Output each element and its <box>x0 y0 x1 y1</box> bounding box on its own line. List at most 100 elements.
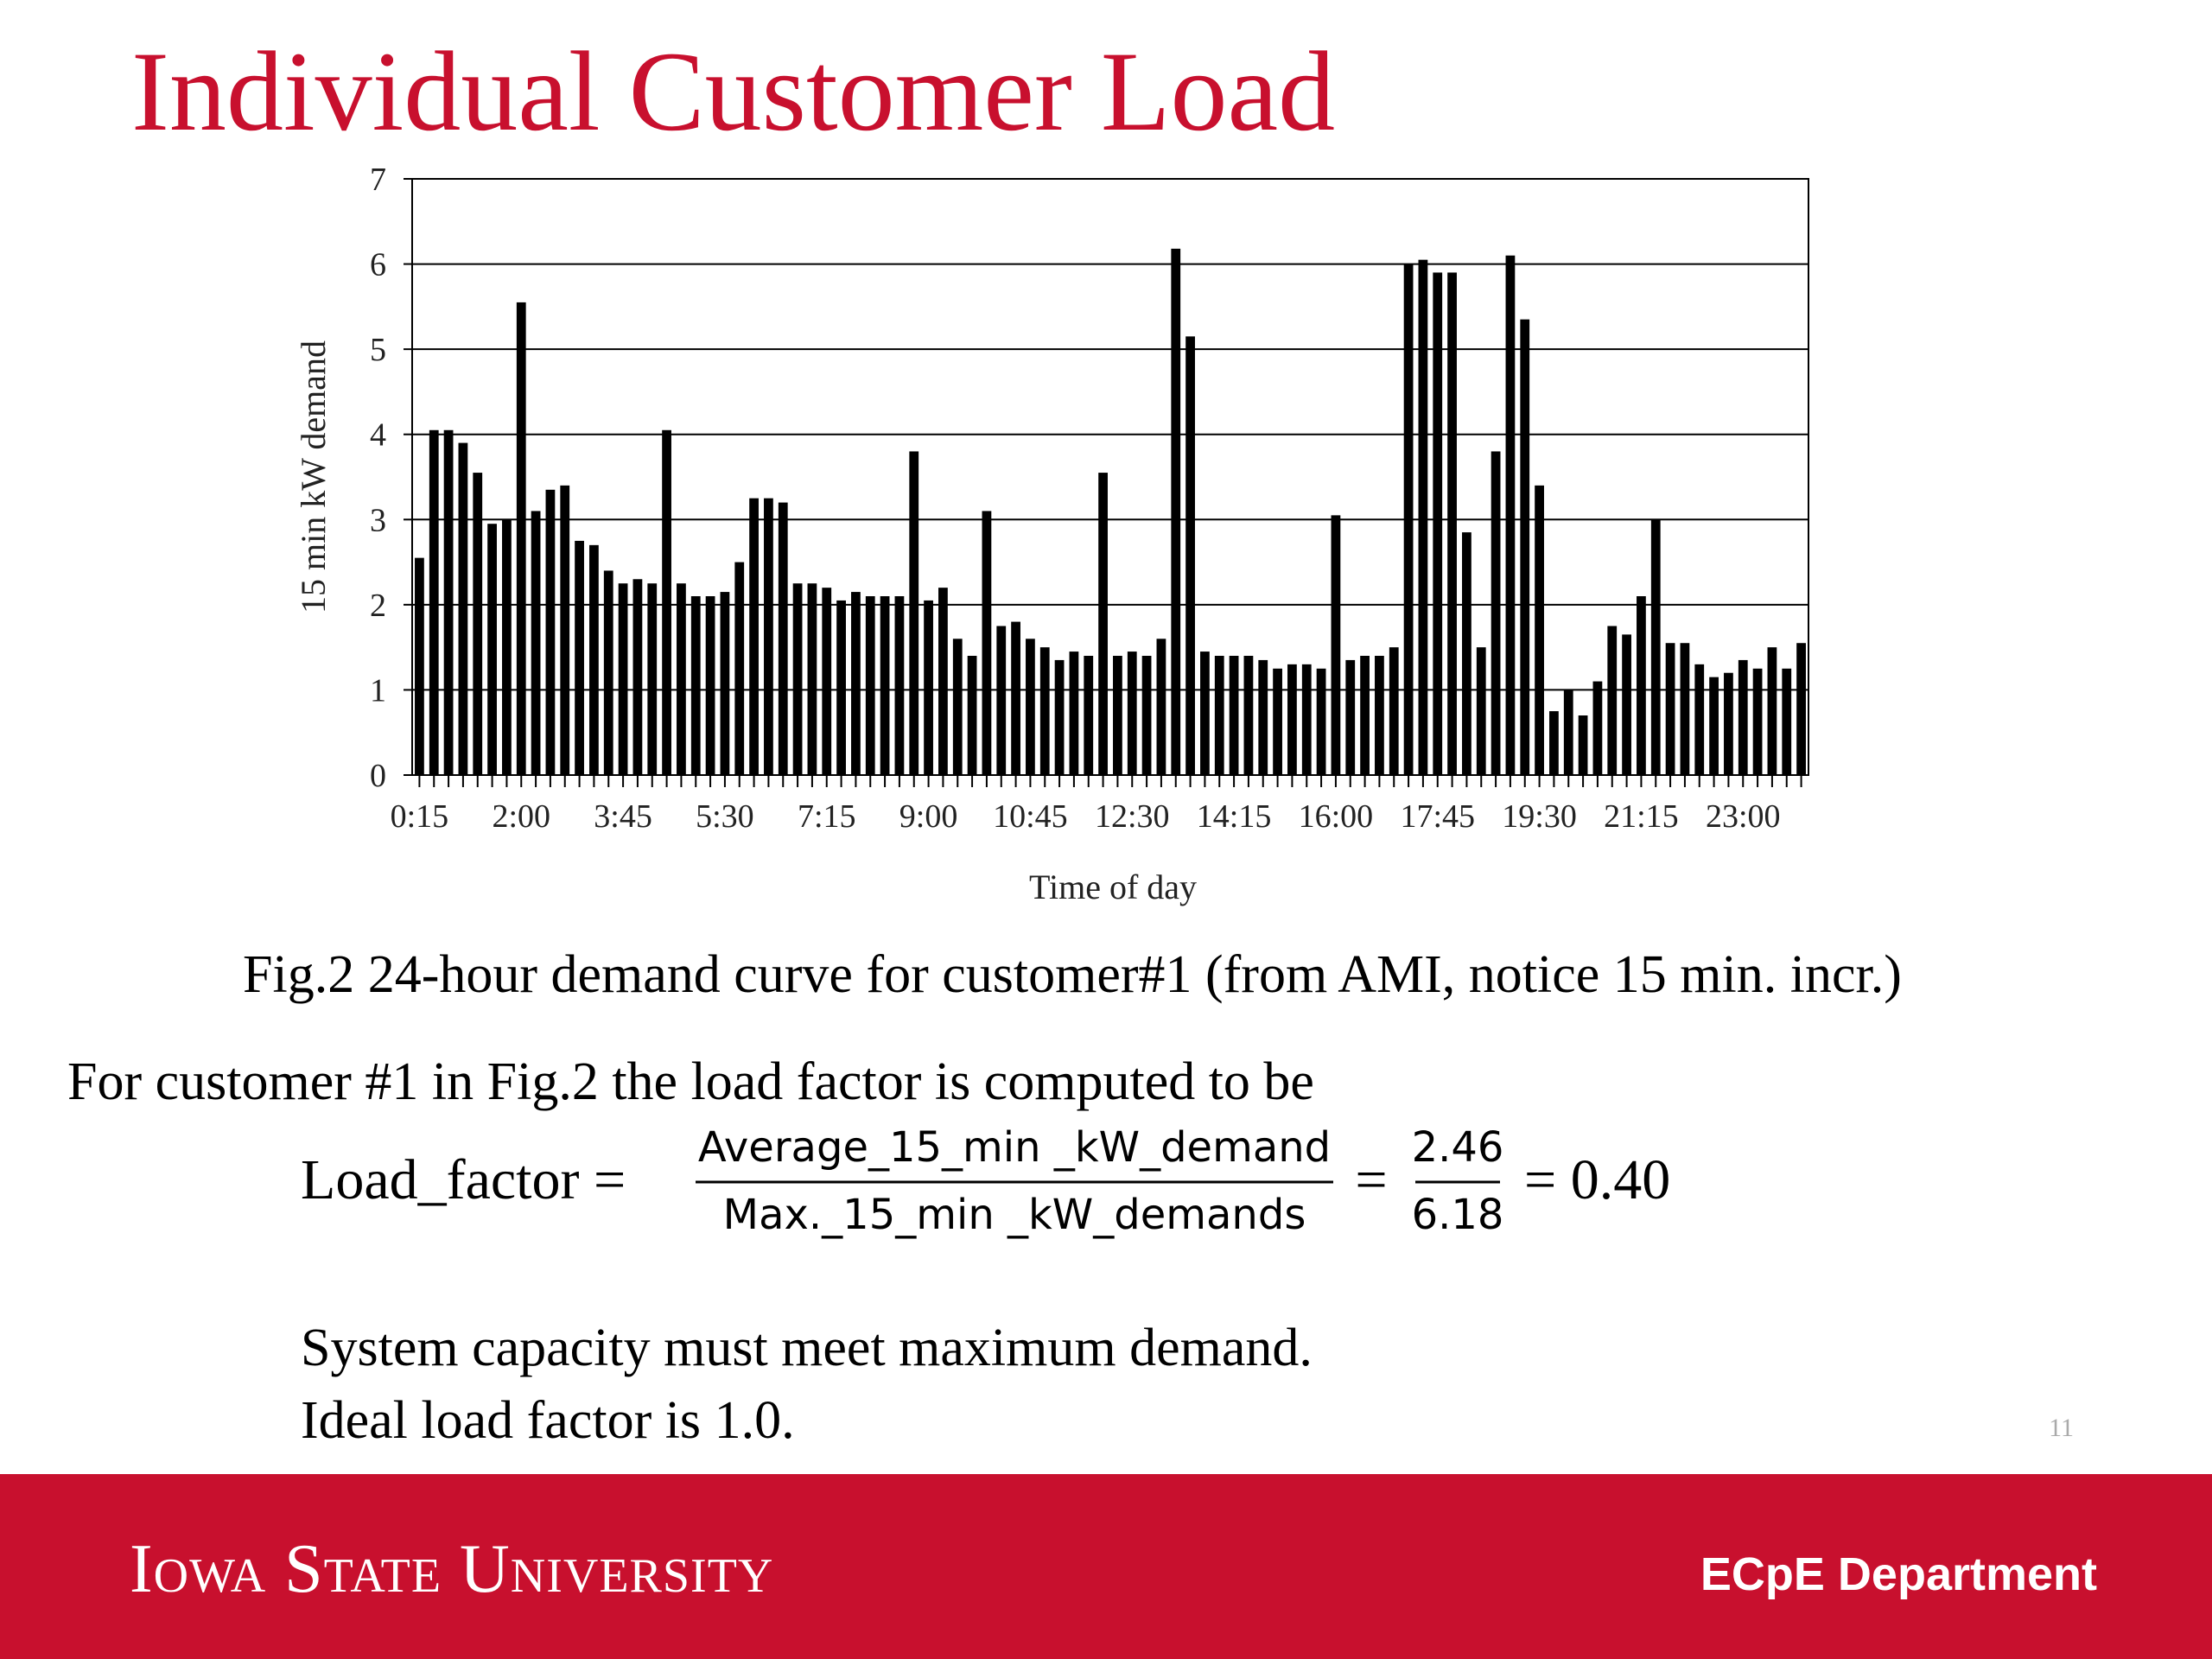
bar <box>1476 647 1486 775</box>
bar <box>1287 664 1297 775</box>
bar <box>575 540 584 775</box>
footer-university: Iowa State University <box>130 1531 773 1607</box>
x-axis-label: Time of day <box>1029 868 1197 906</box>
bar <box>749 498 759 775</box>
bar <box>822 588 832 775</box>
bar <box>1709 677 1719 775</box>
bar <box>1011 621 1020 775</box>
bar <box>1505 255 1516 775</box>
bar <box>1026 639 1035 775</box>
x-tick-label: 5:30 <box>696 798 754 835</box>
bar <box>1491 451 1501 775</box>
bar <box>1127 652 1137 775</box>
bar <box>1345 659 1356 775</box>
bar <box>865 596 875 775</box>
figure-caption: Fig.2 24-hour demand curve for customer#… <box>243 945 1902 1004</box>
plot: 0 1 2 3 4 5 6 7 0:15 2:00 3:45 5:30 7:15 9:00 10:45 12:… <box>370 162 1809 835</box>
bar <box>1069 652 1079 775</box>
bar <box>458 442 468 775</box>
x-tick-label: 14:15 <box>1197 798 1272 835</box>
bar <box>1607 626 1618 775</box>
bar <box>545 489 556 775</box>
equation-result: = 0.40 <box>1524 1148 1670 1211</box>
footer-band <box>0 1474 2212 1659</box>
bar <box>603 570 613 775</box>
x-tick-label: 9:00 <box>899 798 958 835</box>
bar <box>1796 643 1806 775</box>
bar <box>443 429 454 775</box>
bar <box>1185 336 1195 775</box>
y-tick-label: 1 <box>370 672 386 709</box>
bar <box>1418 259 1428 776</box>
bar <box>967 656 977 775</box>
bar <box>1738 659 1748 775</box>
x-tick-label: 0:15 <box>391 798 449 835</box>
equation-numerator: Average_15_min _kW_demand <box>698 1123 1331 1172</box>
x-tick-label: 10:45 <box>993 798 1068 835</box>
page-number: 11 <box>2049 1414 2074 1442</box>
y-tick-label: 3 <box>370 502 386 538</box>
bar <box>632 579 643 775</box>
bar <box>1447 272 1457 775</box>
bar <box>836 600 846 775</box>
bar <box>662 429 671 775</box>
x-tick-label: 17:45 <box>1400 798 1475 835</box>
slide-title: Individual Customer Load <box>131 28 1335 155</box>
bar <box>531 511 541 775</box>
bar <box>1637 596 1646 775</box>
bar <box>880 596 890 775</box>
y-tick-label: 2 <box>370 588 386 624</box>
bar <box>909 451 919 775</box>
bar <box>1200 652 1210 775</box>
bar <box>1273 668 1282 775</box>
bar <box>1650 519 1661 775</box>
intro-text: For customer #1 in Fig.2 the load factor… <box>67 1052 1314 1111</box>
bar <box>415 557 424 775</box>
bar <box>1578 715 1588 775</box>
bar <box>589 544 599 775</box>
bar <box>1039 647 1050 775</box>
y-tick-label: 4 <box>370 417 386 454</box>
equation-denominator: Max._15_min _kW_demands <box>723 1191 1306 1239</box>
bar <box>473 473 483 775</box>
bar <box>1360 656 1370 775</box>
bar <box>1462 532 1471 775</box>
bar <box>720 592 730 775</box>
bar <box>1563 690 1573 775</box>
bar <box>1752 668 1763 775</box>
x-tick-label: 12:30 <box>1095 798 1170 835</box>
bar <box>792 583 803 775</box>
y-tick-label: 7 <box>370 162 386 198</box>
footer-department: ECpE Department <box>1700 1548 2097 1600</box>
y-axis-label: 15 min kW demand <box>294 340 333 613</box>
bar <box>1156 639 1166 775</box>
y-tick-label: 0 <box>370 758 386 794</box>
bar <box>1724 672 1733 775</box>
bar <box>1433 272 1443 775</box>
x-tick-label: 16:00 <box>1299 798 1374 835</box>
bar <box>1141 656 1152 775</box>
bar <box>894 596 905 775</box>
bar <box>778 502 788 775</box>
bar <box>1375 656 1384 775</box>
note: Ideal load factor is 1.0. <box>301 1391 795 1450</box>
x-tick-label: 7:15 <box>798 798 856 835</box>
bar <box>924 600 933 775</box>
bar <box>1549 711 1559 775</box>
equation-value-denominator: 6.18 <box>1412 1191 1504 1239</box>
bar <box>1403 264 1414 776</box>
bar <box>1098 473 1108 775</box>
equation-equals: = <box>1355 1148 1387 1211</box>
bar <box>487 524 497 775</box>
bar <box>734 562 745 775</box>
plot-frame <box>411 178 1809 776</box>
note: System capacity must meet maximum demand… <box>301 1319 1313 1377</box>
bar <box>807 583 817 775</box>
y-tick-label: 6 <box>370 247 386 283</box>
equation-value-numerator: 2.46 <box>1412 1123 1504 1172</box>
bar <box>429 429 439 775</box>
bar <box>1229 656 1239 775</box>
